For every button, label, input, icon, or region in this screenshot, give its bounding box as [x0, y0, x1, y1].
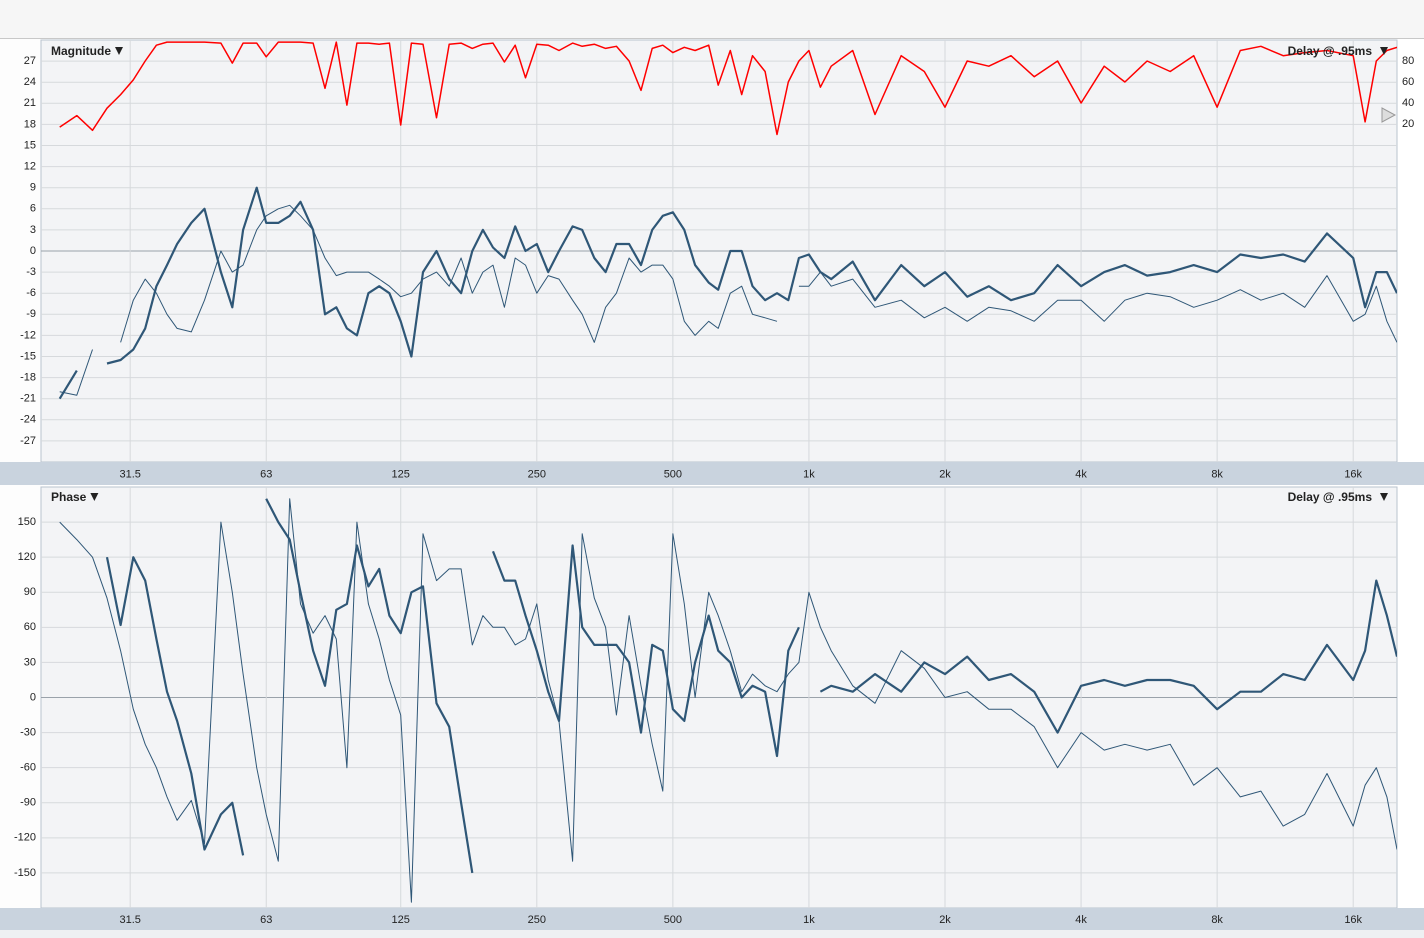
bottom-edge [0, 930, 1424, 938]
y-tick-label: -9 [26, 308, 36, 320]
y-tick-label: 60 [24, 621, 36, 633]
x-tick-label: 125 [392, 468, 410, 480]
x-tick-label: 4k [1075, 468, 1087, 480]
title-dropdown-arrow[interactable] [115, 47, 123, 55]
y-tick-label: -90 [20, 797, 36, 809]
series-line [105, 498, 1397, 874]
y-tick-label: 0 [30, 691, 36, 703]
x-tick-label: 250 [528, 468, 546, 480]
y-tick-label: 15 [24, 139, 36, 151]
y-tick-label: -6 [26, 287, 36, 299]
y-tick-label: -27 [20, 435, 36, 447]
y2-tick-label: 40 [1402, 97, 1414, 109]
y-tick-label: 27 [24, 55, 36, 67]
charts: -27-24-21-18-15-12-9-6-30369121518212427… [0, 39, 1424, 930]
phase-delay[interactable]: Delay @ .95ms [1288, 490, 1373, 504]
y-tick-label: -24 [20, 414, 36, 426]
x-tick-label: 63 [260, 468, 272, 480]
y-tick-label: 9 [30, 182, 36, 194]
phase-title[interactable]: Phase [51, 490, 87, 504]
delay-dropdown-arrow[interactable] [1380, 47, 1388, 55]
title-dropdown-arrow[interactable] [90, 493, 99, 501]
y-tick-label: -30 [20, 726, 36, 738]
y2-tick-label: 60 [1402, 76, 1414, 88]
chart: -27 -24 -21 -18 -15 -12 -9 -6 -3 0 3 6 9 12 15 18 21 24 27… [0, 39, 1424, 485]
y-tick-label: 90 [24, 586, 36, 598]
y-tick-label: 12 [24, 161, 36, 173]
series-line [59, 498, 1397, 903]
side-handle[interactable] [1381, 107, 1397, 123]
y-tick-label: -18 [20, 372, 36, 384]
x-tick-label: 31.5 [119, 914, 140, 926]
delay-dropdown-arrow[interactable] [1380, 493, 1388, 501]
y-tick-label: 30 [24, 656, 36, 668]
series-line [58, 186, 1397, 400]
x-tick-label: 8k [1211, 914, 1223, 926]
y2-tick-label: 80 [1402, 55, 1414, 67]
y-tick-label: 18 [24, 118, 36, 130]
y-tick-label: -120 [14, 832, 36, 844]
x-tick-label: 4k [1075, 914, 1087, 926]
x-tick-label: 1k [803, 914, 815, 926]
y-tick-label: 3 [30, 224, 36, 236]
y-tick-label: 120 [18, 551, 36, 563]
y-tick-label: 21 [24, 97, 36, 109]
y-tick-label: -60 [20, 762, 36, 774]
y-tick-label: -15 [20, 350, 36, 362]
y-tick-label: -12 [20, 329, 36, 341]
x-tick-label: 16k [1344, 914, 1362, 926]
y-tick-label: 150 [18, 516, 36, 528]
x-tick-label: 63 [260, 914, 272, 926]
x-tick-label: 16k [1344, 468, 1362, 480]
x-tick-label: 1k [803, 468, 815, 480]
x-tick-label: 8k [1211, 468, 1223, 480]
y-tick-label: -150 [14, 867, 36, 879]
magnitude-delay[interactable]: Delay @ .95ms [1288, 44, 1373, 58]
x-tick-label: 2k [939, 914, 951, 926]
x-tick-label: 125 [392, 914, 410, 926]
x-tick-label: 31.5 [119, 468, 140, 480]
y-tick-label: 6 [30, 203, 36, 215]
y-tick-label: 0 [30, 245, 36, 257]
chart: -150 -120 -90 -60 -30 0 30 60 90 120 150 31.5 63 125 2… [0, 486, 1424, 930]
x-tick-label: 2k [939, 468, 951, 480]
x-axis-band [0, 908, 1424, 930]
y-tick-label: -21 [20, 393, 36, 405]
x-tick-label: 250 [528, 914, 546, 926]
y2-tick-label: 20 [1402, 118, 1414, 130]
toolbar [0, 0, 1424, 38]
x-tick-label: 500 [664, 914, 682, 926]
magnitude-title[interactable]: Magnitude [51, 44, 111, 58]
x-axis-band [0, 462, 1424, 485]
y-tick-label: -3 [26, 266, 36, 278]
y-tick-label: 24 [24, 76, 36, 88]
series-line [59, 41, 1397, 136]
x-tick-label: 500 [664, 468, 682, 480]
